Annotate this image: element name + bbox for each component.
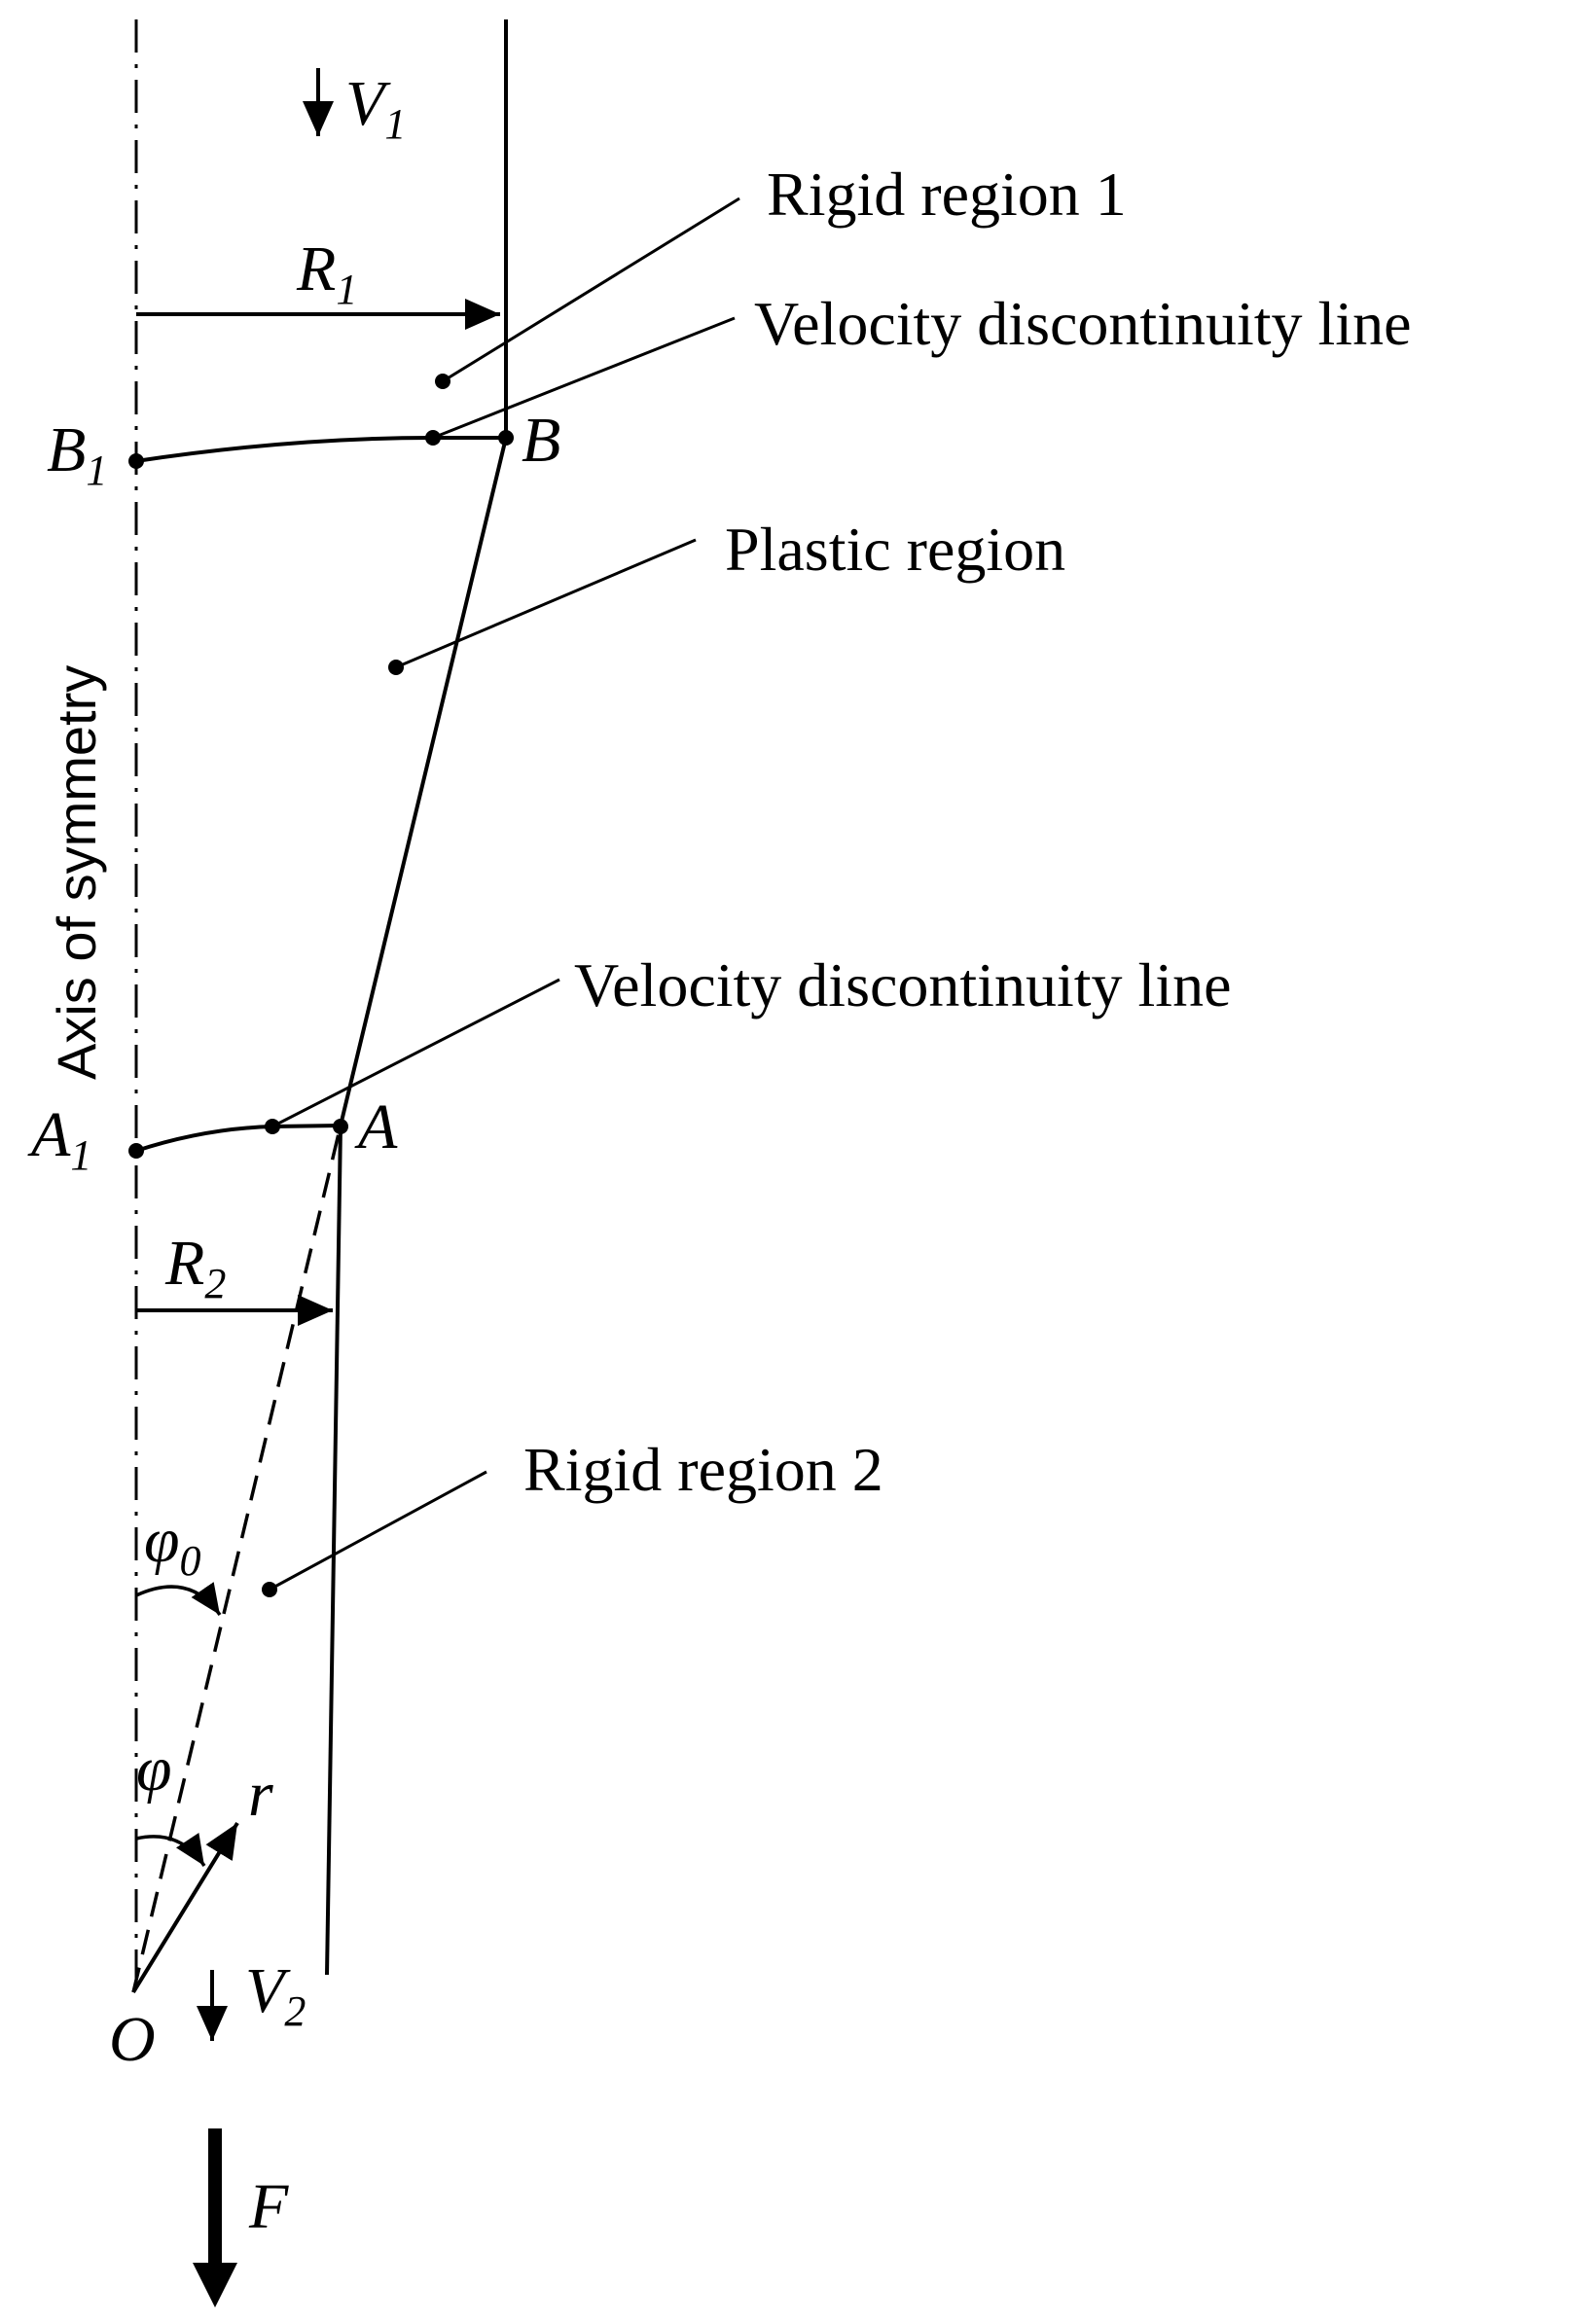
leader-velocity-line-top [432, 316, 736, 440]
point-A-label: A [354, 1091, 398, 1162]
R2-label: R2 [164, 1228, 226, 1307]
axis-of-symmetry-label: Axis of symmetry [46, 665, 107, 1080]
leader-plastic-region [395, 538, 697, 669]
point-B1-dot [128, 453, 144, 469]
plastic-region-label: Plastic region [725, 515, 1065, 584]
point-B-dot [498, 430, 514, 446]
velocity-discontinuity-curve-bottom [135, 1124, 342, 1153]
dashed-ray-OA [131, 1125, 342, 1993]
r-label: r [248, 1759, 273, 1830]
point-B-label: B [522, 405, 560, 476]
die-cone-line [339, 437, 508, 1126]
velocity-discontinuity-curve-top [135, 436, 506, 463]
leader-velocity-line-bottom [271, 978, 560, 1128]
origin-O-label: O [109, 2004, 156, 2075]
R1-label: R1 [296, 233, 357, 313]
phi0-label: φ0 [144, 1505, 201, 1585]
phi0-angle-arc [135, 1582, 222, 1616]
V1-label: V1 [345, 68, 406, 148]
velocity-line-bottom-label: Velocity discontinuity line [574, 950, 1231, 1019]
lower-wall-line [325, 1125, 342, 1976]
phi-angle-arc [135, 1832, 206, 1867]
velocity-line-top-label: Velocity discontinuity line [754, 289, 1411, 358]
force-F-label: F [248, 2171, 289, 2242]
force-F-arrow-head [193, 2263, 237, 2307]
force-F-arrow-shaft [208, 2128, 222, 2270]
point-B1-label: B1 [47, 414, 107, 494]
point-A-dot [333, 1119, 348, 1134]
V2-label: V2 [245, 1955, 306, 2035]
phi-label: φ [136, 1734, 172, 1805]
rigid-region-1-label: Rigid region 1 [767, 160, 1127, 229]
rigid-region-2-label: Rigid region 2 [523, 1435, 883, 1504]
point-A1-label: A1 [27, 1099, 91, 1179]
point-A1-dot [128, 1143, 144, 1159]
leader-rigid-region-2 [269, 1470, 487, 1591]
r-vector-arrow [131, 1821, 239, 1994]
leader-rigid-region-1 [442, 197, 740, 383]
